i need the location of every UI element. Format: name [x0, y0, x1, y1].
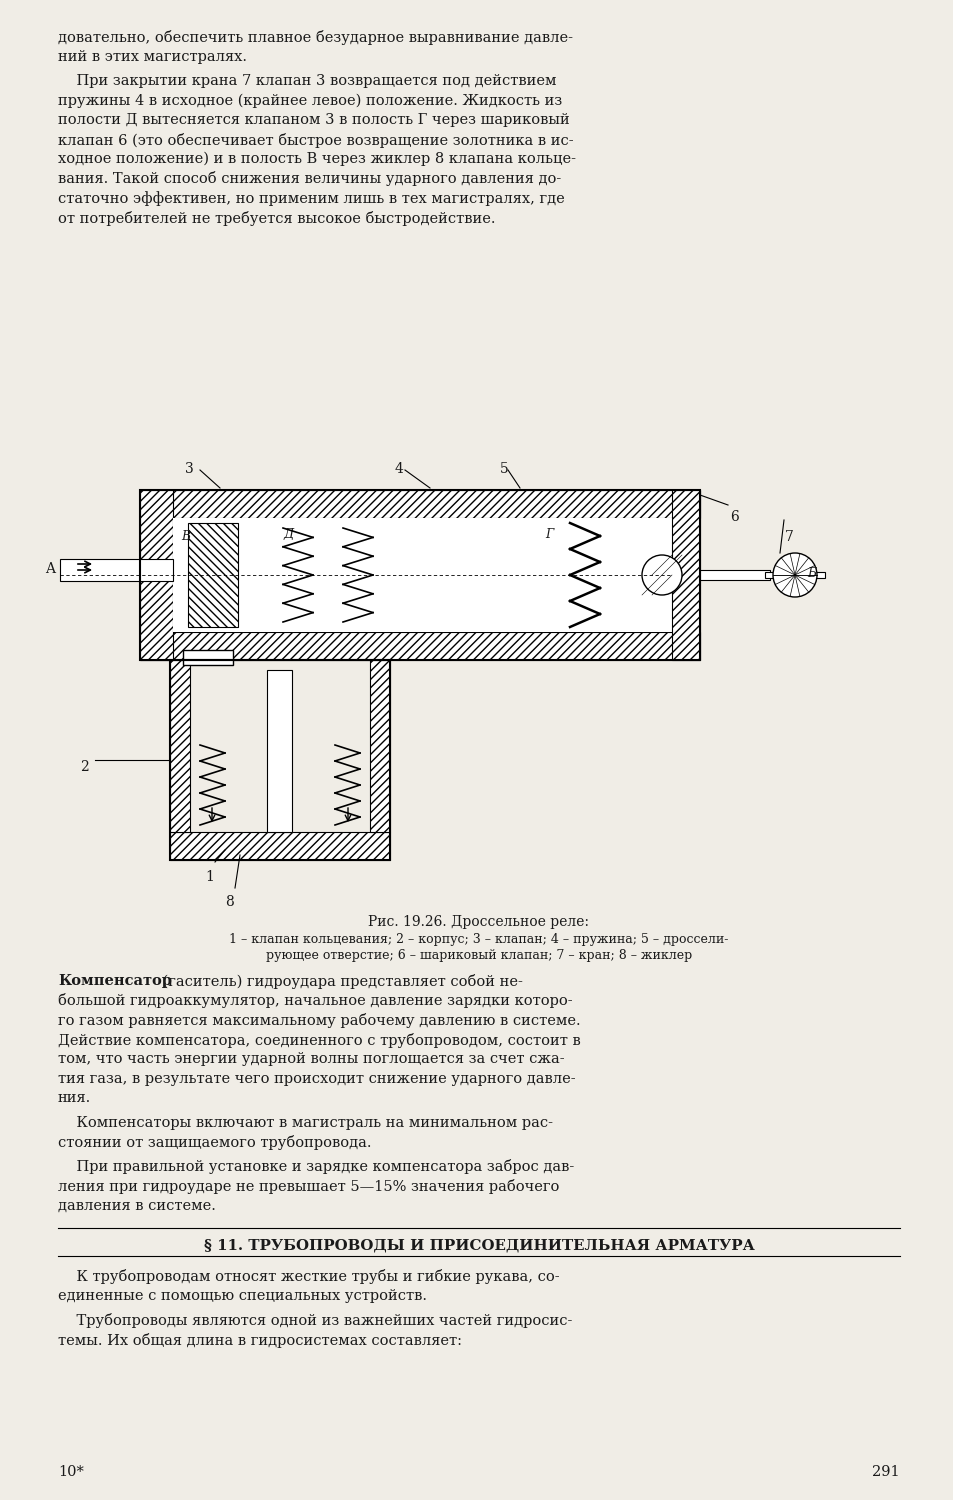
Text: 1 – клапан кольцевания; 2 – корпус; 3 – клапан; 4 – пружина; 5 – дроссели-: 1 – клапан кольцевания; 2 – корпус; 3 – …	[229, 933, 728, 946]
Bar	[140, 632, 700, 660]
Text: 8: 8	[225, 896, 233, 909]
Text: ходное положение) и в полость В через жиклер 8 клапана кольце-: ходное положение) и в полость В через жи…	[58, 152, 576, 166]
Bar	[172, 518, 671, 632]
Bar	[188, 524, 237, 627]
Text: 3: 3	[185, 462, 193, 476]
Text: довательно, обеспечить плавное безударное выравнивание давле-: довательно, обеспечить плавное безударно…	[58, 30, 573, 45]
Text: том, что часть энергии ударной волны поглощается за счет сжа-: том, что часть энергии ударной волны пог…	[58, 1052, 564, 1066]
Bar	[183, 650, 233, 664]
Bar	[671, 490, 700, 660]
Text: темы. Их общая длина в гидросистемах составляет:: темы. Их общая длина в гидросистемах сос…	[58, 1334, 461, 1348]
Bar	[764, 572, 824, 578]
Text: § 11. ТРУБОПРОВОДЫ И ПРИСОЕДИНИТЕЛЬНАЯ АРМАТУРА: § 11. ТРУБОПРОВОДЫ И ПРИСОЕДИНИТЕЛЬНАЯ А…	[203, 1238, 754, 1252]
Circle shape	[641, 555, 681, 596]
Text: от потребителей не требуется высокое быстродействие.: от потребителей не требуется высокое быс…	[58, 210, 495, 225]
Text: единенные с помощью специальных устройств.: единенные с помощью специальных устройст…	[58, 1288, 427, 1304]
Text: вания. Такой способ снижения величины ударного давления до-: вания. Такой способ снижения величины уд…	[58, 171, 560, 186]
Text: статочно эффективен, но применим лишь в тех магистралях, где: статочно эффективен, но применим лишь в …	[58, 190, 564, 206]
Text: 6: 6	[729, 510, 738, 524]
Text: 1: 1	[205, 870, 213, 883]
Text: полости Д вытесняется клапаном 3 в полость Г через шариковый: полости Д вытесняется клапаном 3 в полос…	[58, 112, 569, 128]
Bar	[170, 660, 390, 859]
Bar	[140, 490, 172, 660]
Bar	[170, 833, 390, 860]
Circle shape	[772, 554, 816, 597]
Text: ления при гидроударе не превышает 5—15% значения рабочего: ления при гидроударе не превышает 5—15% …	[58, 1179, 558, 1194]
Text: Д: Д	[283, 528, 293, 542]
Text: ний в этих магистралях.: ний в этих магистралях.	[58, 50, 247, 63]
Text: 4: 4	[395, 462, 403, 476]
Text: пружины 4 в исходное (крайнее левое) положение. Жидкость из: пружины 4 в исходное (крайнее левое) пол…	[58, 93, 561, 108]
Bar	[140, 490, 700, 660]
Text: стоянии от защищаемого трубопровода.: стоянии от защищаемого трубопровода.	[58, 1136, 371, 1150]
Bar	[370, 660, 390, 832]
Text: го газом равняется максимальному рабочему давлению в системе.: го газом равняется максимальному рабочем…	[58, 1013, 580, 1028]
Text: Компенсаторы включают в магистраль на минимальном рас-: Компенсаторы включают в магистраль на ми…	[58, 1116, 553, 1130]
Bar	[170, 660, 190, 832]
Text: 5: 5	[499, 462, 508, 476]
Text: (гаситель) гидроудара представляет собой не-: (гаситель) гидроудара представляет собой…	[158, 974, 522, 988]
Bar	[140, 490, 700, 517]
Text: Г: Г	[544, 528, 553, 542]
Text: Рис. 19.26. Дроссельное реле:: Рис. 19.26. Дроссельное реле:	[368, 915, 589, 928]
Text: Действие компенсатора, соединенного с трубопроводом, состоит в: Действие компенсатора, соединенного с тр…	[58, 1032, 580, 1047]
Text: A: A	[45, 562, 55, 576]
Bar	[671, 570, 769, 580]
Text: 10*: 10*	[58, 1466, 84, 1479]
Text: К трубопроводам относят жесткие трубы и гибкие рукава, со-: К трубопроводам относят жесткие трубы и …	[58, 1269, 559, 1284]
Text: клапан 6 (это обеспечивает быстрое возвращение золотника в ис-: клапан 6 (это обеспечивает быстрое возвр…	[58, 132, 573, 147]
Text: 291: 291	[871, 1466, 899, 1479]
Text: В: В	[181, 530, 190, 543]
Text: давления в системе.: давления в системе.	[58, 1198, 215, 1212]
Bar	[60, 560, 172, 580]
Text: При закрытии крана 7 клапан 3 возвращается под действием: При закрытии крана 7 клапан 3 возвращает…	[58, 74, 556, 88]
Text: Компенсатор: Компенсатор	[58, 974, 172, 988]
Text: ния.: ния.	[58, 1090, 91, 1106]
Text: рующее отверстие; 6 – шариковый клапан; 7 – кран; 8 – жиклер: рующее отверстие; 6 – шариковый клапан; …	[266, 950, 691, 962]
Text: 2: 2	[80, 760, 89, 774]
Text: большой гидроаккумулятор, начальное давление зарядки которо-: большой гидроаккумулятор, начальное давл…	[58, 993, 572, 1008]
Text: 7: 7	[784, 530, 793, 544]
Text: При правильной установке и зарядке компенсатора заброс дав-: При правильной установке и зарядке компе…	[58, 1160, 574, 1174]
Text: Трубопроводы являются одной из важнейших частей гидросис-: Трубопроводы являются одной из важнейших…	[58, 1314, 572, 1329]
Bar	[267, 670, 293, 832]
Text: тия газа, в результате чего происходит снижение ударного давле-: тия газа, в результате чего происходит с…	[58, 1071, 575, 1086]
Text: Б: Б	[806, 567, 815, 580]
